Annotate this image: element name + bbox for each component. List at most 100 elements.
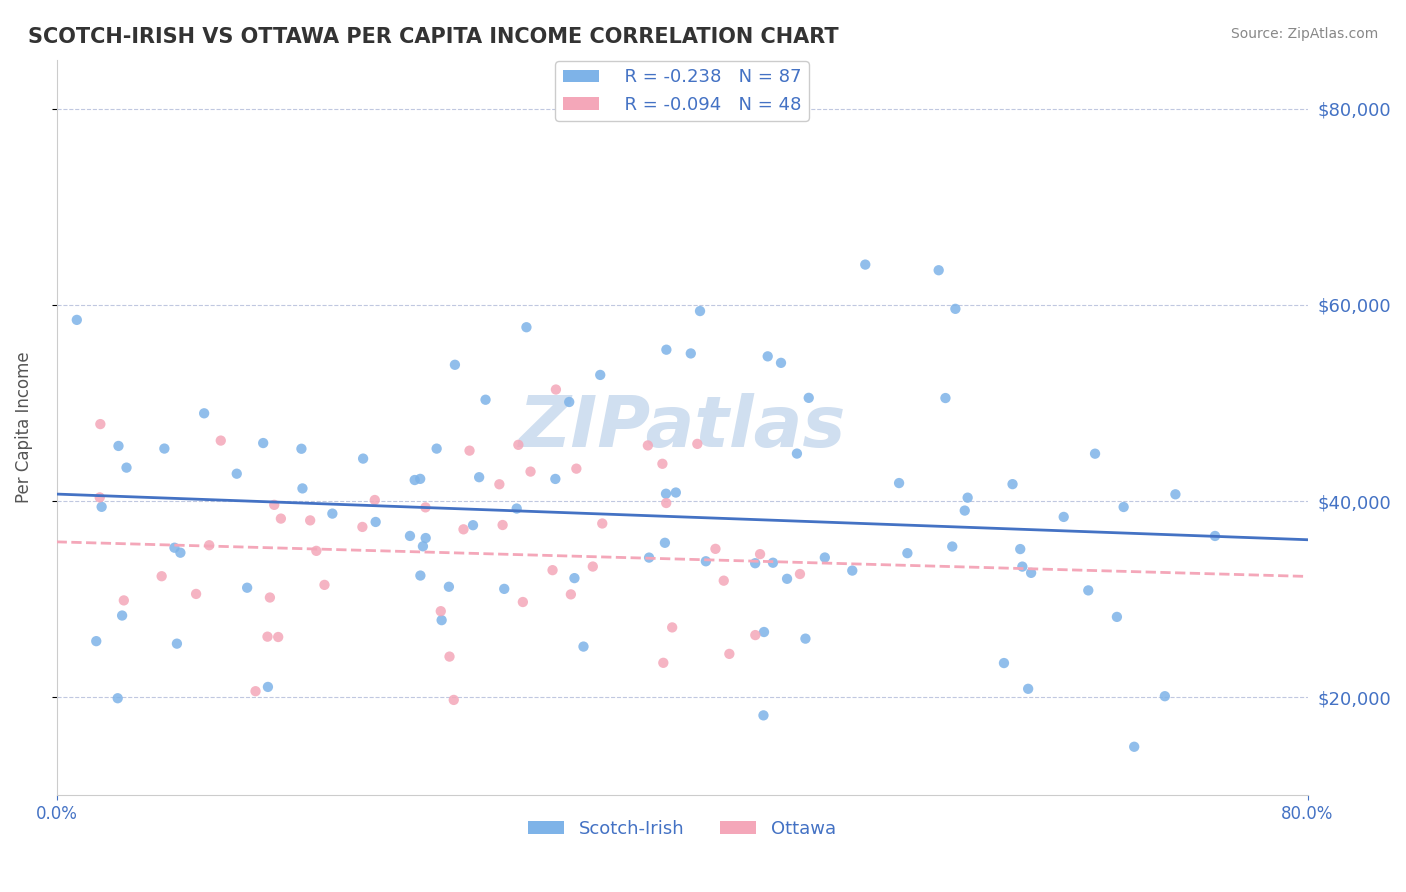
Point (352, 520, 374, 534)
Point (107, 691, 129, 706)
Point (689, 304, 711, 318)
Point (655, 487, 678, 501)
Point (193, 406, 215, 420)
Point (655, 496, 678, 510)
Point (560, 587, 582, 601)
Point (364, 493, 387, 508)
Text: Source: ZipAtlas.com: Source: ZipAtlas.com (1230, 27, 1378, 41)
Point (749, 547, 772, 561)
Point (786, 447, 808, 461)
Point (1164, 487, 1187, 501)
Point (565, 461, 588, 475)
Point (491, 518, 513, 533)
Point (1123, 739, 1146, 754)
Point (1053, 510, 1076, 524)
Point (494, 582, 516, 596)
Point (928, 263, 950, 277)
Point (541, 563, 564, 577)
Point (290, 442, 312, 456)
Text: ZIPatlas: ZIPatlas (519, 393, 846, 462)
Point (752, 625, 775, 640)
Point (612, 807, 634, 822)
Point (956, 491, 979, 505)
Point (506, 501, 529, 516)
Point (558, 395, 581, 409)
Point (458, 443, 481, 458)
Point (655, 343, 678, 357)
Point (468, 470, 491, 484)
Point (564, 571, 586, 585)
Point (89, 417, 111, 431)
Point (814, 550, 837, 565)
Point (225, 467, 247, 481)
Point (744, 628, 766, 642)
Point (934, 391, 956, 405)
Point (305, 544, 328, 558)
Point (198, 538, 221, 552)
Point (184, 587, 207, 601)
Point (426, 442, 449, 456)
Point (713, 574, 735, 588)
Y-axis label: Per Capita Income: Per Capita Income (15, 351, 32, 503)
Point (752, 708, 775, 723)
Point (794, 632, 817, 646)
Point (896, 546, 918, 560)
Point (652, 656, 675, 670)
Point (953, 503, 976, 517)
Point (544, 383, 567, 397)
Point (789, 567, 811, 582)
Point (415, 531, 437, 545)
Point (444, 358, 467, 372)
Point (508, 438, 530, 452)
Point (744, 556, 766, 570)
Point (163, 541, 186, 555)
Point (769, 356, 792, 370)
Point (153, 442, 176, 456)
Point (488, 477, 510, 491)
Point (256, 630, 278, 644)
Point (89, 491, 111, 505)
Point (1019, 566, 1042, 580)
Point (299, 513, 322, 527)
Point (364, 515, 387, 529)
Point (887, 476, 910, 491)
Point (686, 437, 709, 451)
Point (941, 540, 963, 554)
Point (762, 556, 785, 570)
Point (1105, 610, 1128, 624)
Point (430, 613, 453, 627)
Point (453, 522, 475, 536)
Point (661, 620, 683, 634)
Point (409, 472, 432, 486)
Point (257, 680, 280, 694)
Point (582, 559, 605, 574)
Point (150, 569, 173, 583)
Point (314, 578, 336, 592)
Point (1077, 583, 1099, 598)
Point (166, 637, 188, 651)
Point (437, 580, 460, 594)
Point (169, 546, 191, 560)
Point (679, 346, 702, 360)
Point (1011, 559, 1033, 574)
Text: SCOTCH-IRISH VS OTTAWA PER CAPITA INCOME CORRELATION CHART: SCOTCH-IRISH VS OTTAWA PER CAPITA INCOME… (28, 27, 839, 46)
Point (474, 392, 496, 407)
Point (443, 693, 465, 707)
Point (263, 498, 285, 512)
Point (1204, 529, 1226, 543)
Point (654, 536, 676, 550)
Point (399, 529, 422, 543)
Point (259, 591, 281, 605)
Point (637, 438, 659, 452)
Point (236, 581, 259, 595)
Point (267, 630, 290, 644)
Point (638, 550, 661, 565)
Point (704, 541, 727, 556)
Legend: Scotch-Irish, Ottawa: Scotch-Irish, Ottawa (520, 813, 844, 846)
Point (461, 518, 484, 533)
Point (797, 391, 820, 405)
Point (291, 482, 314, 496)
Point (1080, 839, 1102, 854)
Point (107, 439, 129, 453)
Point (695, 554, 717, 568)
